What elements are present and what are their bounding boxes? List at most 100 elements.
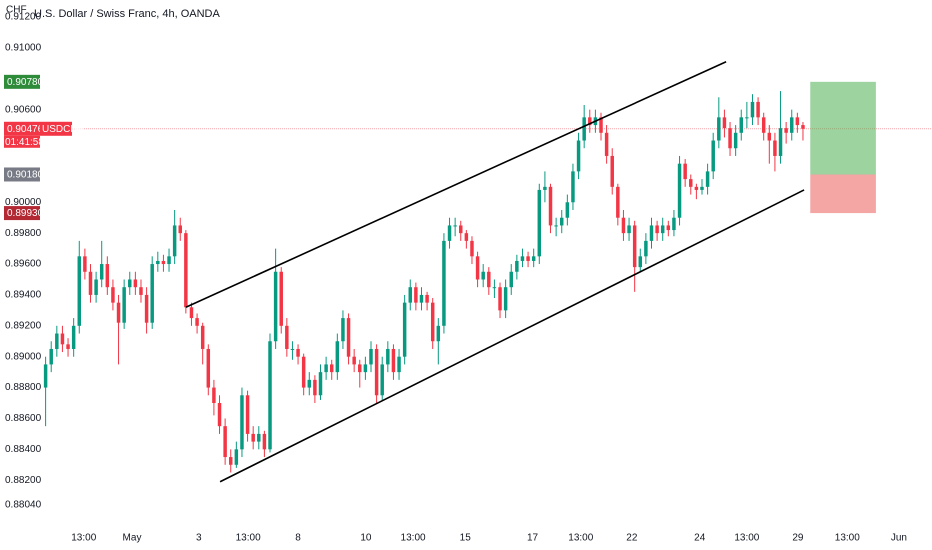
candle-body xyxy=(487,271,491,288)
candle-body xyxy=(128,279,132,288)
candle-body xyxy=(133,279,138,288)
candle-body xyxy=(195,318,199,326)
candle-body xyxy=(425,294,429,303)
candle-body xyxy=(571,171,575,203)
candle-body xyxy=(627,225,631,234)
candle-body xyxy=(212,387,216,404)
candle-body xyxy=(240,395,244,450)
candle-body xyxy=(369,348,373,365)
candle-body xyxy=(801,125,805,129)
candle-body xyxy=(565,202,570,218)
y-tick-label: 0.90600 xyxy=(5,104,42,115)
x-tick-label: 13:00 xyxy=(71,533,96,544)
price-tag-label: 0.89930 xyxy=(7,208,44,219)
price-tag-label: 0.90180 xyxy=(7,170,44,181)
candle-body xyxy=(756,101,760,118)
candle-body xyxy=(402,302,407,357)
candle-body xyxy=(105,264,110,288)
candle-body xyxy=(498,287,502,311)
candle-body xyxy=(279,271,283,326)
price-tag xyxy=(4,206,40,221)
price-tag xyxy=(4,74,40,89)
candle-body xyxy=(616,186,620,218)
x-tick-label: 13:00 xyxy=(835,533,860,544)
candle-body xyxy=(509,271,513,288)
candle-body xyxy=(99,264,104,280)
y-unit: CHF xyxy=(6,5,27,16)
candle-body xyxy=(66,344,70,349)
candle-body xyxy=(77,256,82,326)
candle-body xyxy=(150,264,154,323)
candle-body xyxy=(700,186,704,190)
candle-body xyxy=(655,225,659,234)
candle-body xyxy=(172,225,177,257)
x-tick-label: 24 xyxy=(694,533,706,544)
candle-body xyxy=(408,287,413,303)
candle-body xyxy=(324,364,328,373)
candle-body xyxy=(94,279,98,295)
candle-body xyxy=(290,348,295,350)
candle-body xyxy=(111,287,115,303)
trend-line xyxy=(219,189,805,483)
x-tick-label: 10 xyxy=(360,533,372,544)
x-tick-label: 3 xyxy=(196,533,202,544)
candle-body xyxy=(520,256,525,261)
candle-body xyxy=(503,287,508,311)
candle-body xyxy=(672,217,676,231)
y-tick-label: 0.91000 xyxy=(5,43,42,54)
candle-body xyxy=(419,294,424,303)
candle-body xyxy=(773,140,777,156)
x-tick-label: 13:00 xyxy=(734,533,759,544)
candle-body xyxy=(526,256,530,261)
candle-body xyxy=(548,186,553,226)
candle-body xyxy=(88,271,93,295)
candle-body xyxy=(442,240,446,326)
y-tick-label: 0.89000 xyxy=(5,351,42,362)
candle-body xyxy=(784,128,788,133)
y-tick-label: 0.89200 xyxy=(5,320,42,331)
y-tick-label: 0.89400 xyxy=(5,290,42,301)
candle-body xyxy=(358,364,362,373)
x-tick-label: 22 xyxy=(626,533,638,544)
candle-body xyxy=(745,117,749,119)
candle-body xyxy=(363,364,368,373)
candle-body xyxy=(531,256,536,261)
candle-body xyxy=(352,356,356,365)
candle-body xyxy=(689,179,693,187)
candle-body xyxy=(156,260,160,265)
y-tick-label: 0.88200 xyxy=(5,475,42,486)
candle-body xyxy=(464,233,469,241)
candle-body xyxy=(60,333,65,345)
candle-body xyxy=(588,117,592,126)
candle-body xyxy=(200,325,205,349)
candle-body xyxy=(229,457,233,465)
candle-body xyxy=(329,364,334,373)
candle-body xyxy=(206,348,211,388)
y-tick-label: 0.88400 xyxy=(5,444,42,455)
candle-body xyxy=(251,433,255,442)
candle-body xyxy=(694,186,699,190)
countdown-label: 01:41:58 xyxy=(5,137,44,148)
symbol-tag xyxy=(40,121,72,136)
price-tag-label: 0.90780 xyxy=(7,77,44,88)
candle-body xyxy=(459,225,463,234)
candle-body xyxy=(481,271,485,280)
y-tick-label: 0.88600 xyxy=(5,413,42,424)
x-tick-label: 13:00 xyxy=(568,533,593,544)
candle-body xyxy=(761,117,766,133)
candle-body xyxy=(380,364,384,396)
candle-body xyxy=(346,318,351,357)
price-tag-label: 0.90476 xyxy=(7,124,44,135)
price-tag xyxy=(4,121,40,136)
y-tick-label: 0.88040 xyxy=(5,500,42,511)
candle-body xyxy=(610,155,614,187)
candle-body xyxy=(234,449,239,465)
candle-body xyxy=(397,356,401,373)
y-tick-label: 0.88800 xyxy=(5,382,42,393)
candle-body xyxy=(335,341,340,373)
candle-body xyxy=(559,217,564,226)
candle-body xyxy=(178,225,182,234)
candle-body xyxy=(55,333,59,349)
y-tick-label: 0.89800 xyxy=(5,228,42,239)
x-tick-label: 13:00 xyxy=(401,533,426,544)
